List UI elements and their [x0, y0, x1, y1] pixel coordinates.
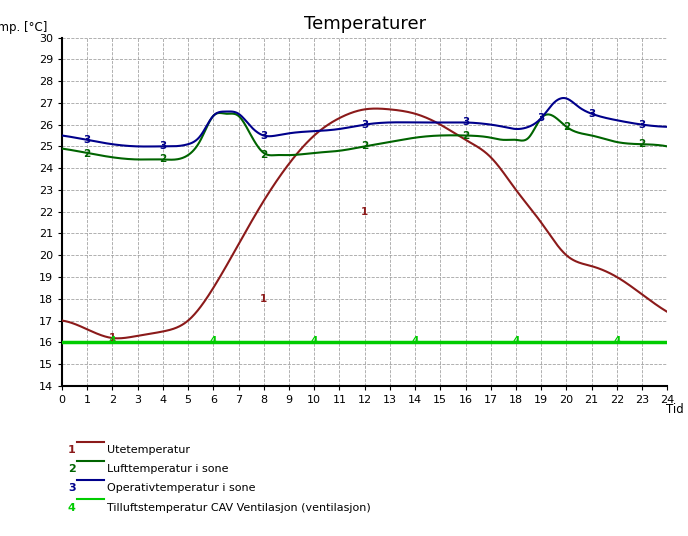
- Text: 4: 4: [411, 336, 419, 346]
- Text: 4: 4: [210, 336, 217, 346]
- Text: 1: 1: [109, 333, 116, 343]
- Text: 3: 3: [537, 113, 545, 123]
- Text: 3: 3: [159, 142, 166, 151]
- Text: 2: 2: [638, 139, 646, 149]
- Text: 3: 3: [638, 120, 646, 130]
- Text: 2: 2: [159, 154, 166, 165]
- Text: 3: 3: [588, 109, 595, 119]
- Text: 2: 2: [83, 149, 91, 159]
- Text: 3: 3: [260, 130, 268, 140]
- Text: 3: 3: [462, 117, 469, 128]
- Text: 3: 3: [68, 483, 76, 494]
- Text: Operativtemperatur i sone: Operativtemperatur i sone: [107, 483, 256, 494]
- Text: 4: 4: [68, 503, 76, 512]
- Y-axis label: Temp. [°C]: Temp. [°C]: [0, 21, 47, 34]
- Text: 2: 2: [68, 464, 76, 474]
- Text: 3: 3: [83, 135, 91, 145]
- Text: Tilluftstemperatur CAV Ventilasjon (ventilasjon): Tilluftstemperatur CAV Ventilasjon (vent…: [107, 503, 371, 512]
- Text: Lufttemperatur i sone: Lufttemperatur i sone: [107, 464, 229, 474]
- Text: 4: 4: [613, 336, 621, 346]
- Text: 2: 2: [462, 130, 469, 140]
- Text: 1: 1: [68, 445, 76, 455]
- Title: Temperaturer: Temperaturer: [303, 15, 426, 33]
- Text: 1: 1: [361, 207, 368, 217]
- Text: Utetemperatur: Utetemperatur: [107, 445, 191, 455]
- X-axis label: Tid [h]: Tid [h]: [667, 401, 688, 415]
- Text: 3: 3: [361, 120, 368, 130]
- Text: 1: 1: [260, 294, 268, 304]
- Text: 4: 4: [109, 336, 116, 346]
- Text: 2: 2: [563, 122, 570, 132]
- Text: 2: 2: [361, 142, 368, 151]
- Text: 2: 2: [260, 150, 268, 160]
- Text: 4: 4: [310, 336, 318, 346]
- Text: 4: 4: [513, 336, 519, 346]
